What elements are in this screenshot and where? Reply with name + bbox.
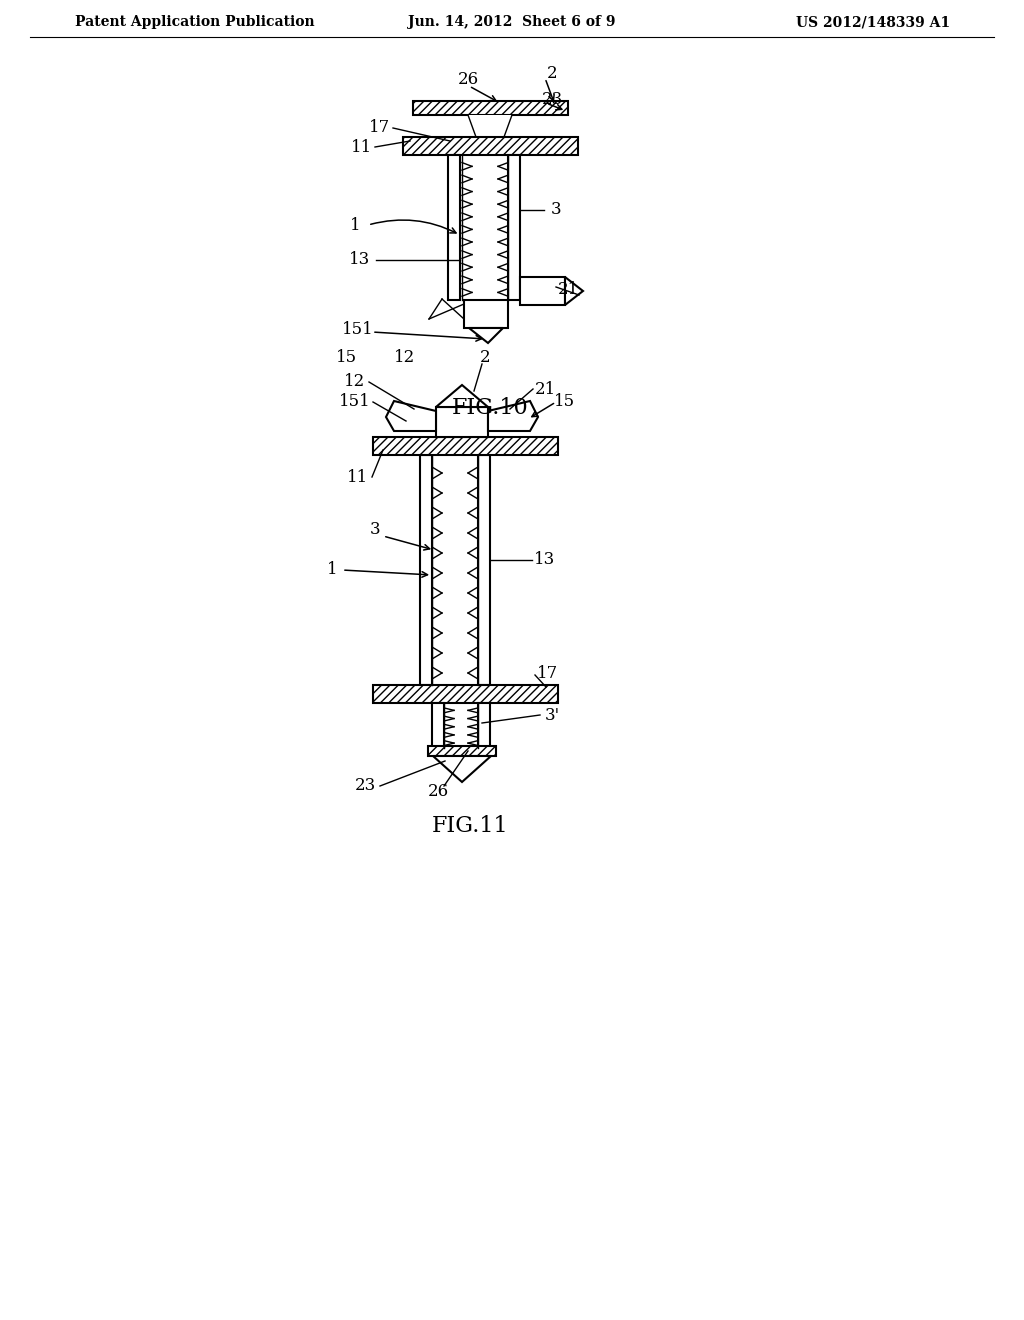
Text: 3: 3 [370,521,380,539]
Bar [403,137,578,154]
Text: 17: 17 [370,120,390,136]
Text: 151: 151 [339,393,371,411]
Text: Patent Application Publication: Patent Application Publication [75,15,314,29]
Bar [373,437,558,455]
Polygon shape [469,327,503,343]
Bar [373,685,558,704]
Text: 3': 3' [545,706,559,723]
Text: 21: 21 [557,281,579,298]
Text: 17: 17 [538,664,559,681]
Text: 1: 1 [327,561,337,578]
Bar [403,137,578,154]
Bar [508,154,520,300]
Polygon shape [436,385,488,407]
Text: 13: 13 [349,252,371,268]
Bar [478,455,490,685]
Text: 12: 12 [344,374,366,391]
Bar [520,277,565,305]
Bar [478,704,490,748]
Text: 15: 15 [337,348,357,366]
Text: 15: 15 [553,393,574,411]
Text: 1: 1 [349,216,360,234]
Bar [420,455,432,685]
Text: 12: 12 [394,348,416,366]
Polygon shape [386,401,436,432]
Text: 11: 11 [347,469,369,486]
Polygon shape [488,401,538,432]
Polygon shape [565,277,583,305]
Text: US 2012/148339 A1: US 2012/148339 A1 [796,15,950,29]
Text: 2: 2 [547,65,557,82]
Bar [413,102,568,115]
Text: FIG.10: FIG.10 [452,397,528,418]
Bar [413,102,568,115]
Bar [428,746,496,756]
Text: 13: 13 [535,552,556,569]
Text: 23: 23 [542,91,562,108]
Bar [449,154,460,300]
Text: Jun. 14, 2012  Sheet 6 of 9: Jun. 14, 2012 Sheet 6 of 9 [409,15,615,29]
Bar [432,704,444,748]
Text: 2: 2 [479,348,490,366]
Text: 26: 26 [458,71,478,88]
Text: 26: 26 [427,783,449,800]
Text: 23: 23 [354,777,376,795]
Polygon shape [468,115,512,137]
Polygon shape [433,756,490,781]
Bar [373,437,558,455]
Bar [373,685,558,704]
Text: 3: 3 [551,202,561,219]
Text: FIG.11: FIG.11 [432,814,508,837]
Bar [436,407,488,437]
Text: 21: 21 [535,380,556,397]
Bar [464,300,508,327]
Bar [428,746,496,756]
Text: 11: 11 [351,139,373,156]
Text: 151: 151 [342,322,374,338]
